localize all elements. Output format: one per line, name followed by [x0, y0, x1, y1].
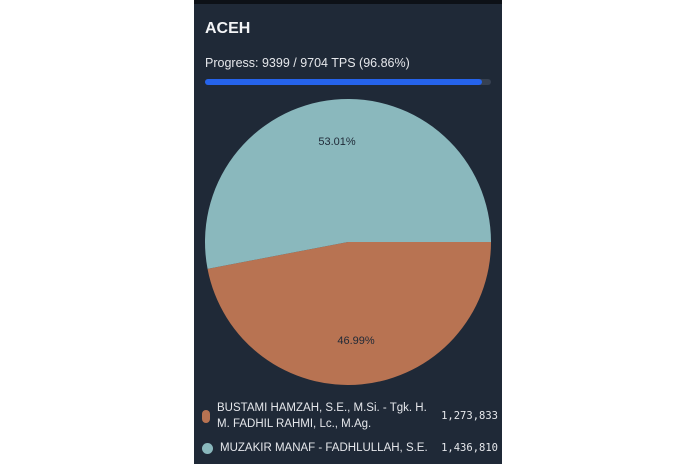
- pie-chart: 53.01% 46.99%: [205, 99, 492, 386]
- region-panel: ACEH Progress: 9399 / 9704 TPS (96.86%) …: [194, 0, 502, 464]
- region-title: ACEH: [205, 20, 251, 37]
- progress-bar-fill: [205, 79, 483, 85]
- progress-text: Progress: 9399 / 9704 TPS (96.86%): [205, 56, 410, 70]
- legend-name: BUSTAMI HAMZAH, S.E., M.Si. - Tgk. H. M.…: [217, 402, 427, 430]
- pie-slice[interactable]: [207, 242, 491, 386]
- legend-swatch-icon: [202, 442, 213, 454]
- legend-item-muzakir[interactable]: MUZAKIR MANAF - FADHLULLAH, S.E. 1,436,8…: [202, 440, 498, 456]
- legend-swatch-icon: [202, 409, 210, 423]
- slice-label-bustami: 46.99%: [337, 335, 375, 347]
- pie-svg: [205, 99, 492, 386]
- legend-item-bustami[interactable]: BUSTAMI HAMZAH, S.E., M.Si. - Tgk. H. M.…: [202, 400, 498, 432]
- progress-bar: [205, 79, 491, 85]
- top-strip: [194, 0, 502, 4]
- legend-value: 1,273,833: [441, 410, 498, 422]
- legend-value: 1,436,810: [441, 442, 498, 454]
- pie-slice[interactable]: [205, 99, 492, 269]
- legend-name: MUZAKIR MANAF - FADHLULLAH, S.E.: [220, 442, 428, 454]
- slice-label-muzakir: 53.01%: [318, 136, 356, 148]
